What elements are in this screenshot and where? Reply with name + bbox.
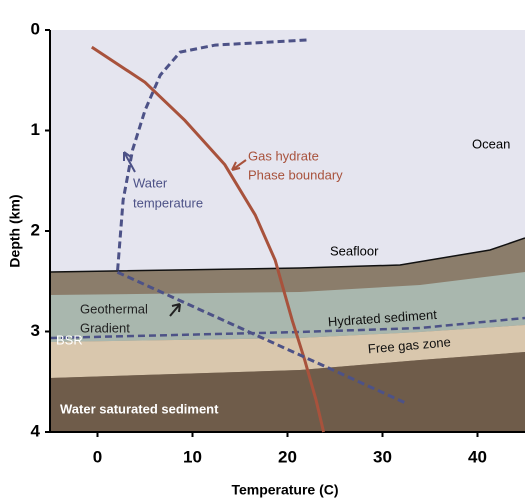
plot-lines xyxy=(90,38,406,433)
annotation: Water xyxy=(133,175,168,190)
saturated-layer xyxy=(50,352,525,432)
y-axis-title: Depth (km) xyxy=(7,194,23,267)
annotation: Seafloor xyxy=(330,243,379,258)
bsr-line xyxy=(49,316,525,340)
x-axis-title: Temperature (C) xyxy=(231,482,338,498)
annotation: Gradient xyxy=(80,320,130,335)
series-line xyxy=(116,270,406,405)
arrow xyxy=(231,159,247,171)
arrow xyxy=(169,303,181,317)
seafloor-line xyxy=(49,237,525,273)
free-gas-layer xyxy=(50,325,525,378)
y-tick-label: 1 xyxy=(31,120,40,139)
x-tick-label: 20 xyxy=(278,447,297,466)
arrow xyxy=(123,151,136,173)
annotation: Geothermal xyxy=(80,301,148,316)
series-line xyxy=(115,38,307,273)
x-tick-label: 30 xyxy=(373,447,392,466)
annotation: Ocean xyxy=(472,136,510,151)
annotation: temperature xyxy=(133,195,203,210)
y-tick-label: 3 xyxy=(31,321,40,340)
annotation: Phase boundary xyxy=(248,167,343,182)
x-tick-label: 10 xyxy=(183,447,202,466)
annotation: Gas hydrate xyxy=(248,148,319,163)
y-tick-label: 4 xyxy=(31,421,41,440)
y-tick-label: 2 xyxy=(31,220,40,239)
y-tick-label: 0 xyxy=(31,19,40,38)
series-line xyxy=(90,45,326,433)
x-tick-label: 0 xyxy=(93,447,102,466)
x-tick-label: 40 xyxy=(468,447,487,466)
annotation: BSR xyxy=(56,332,83,347)
annotation: Water saturated sediment xyxy=(60,401,219,416)
annotation: Free gas zone xyxy=(367,334,451,356)
